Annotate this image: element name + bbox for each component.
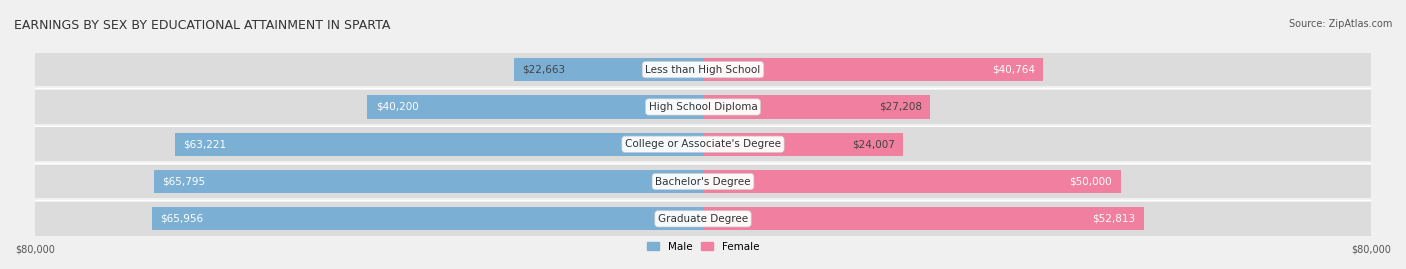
Bar [152,207,703,231]
Text: $22,663: $22,663 [522,65,565,75]
Text: $50,000: $50,000 [1070,176,1112,186]
Text: $65,795: $65,795 [162,176,205,186]
Text: $52,813: $52,813 [1092,214,1136,224]
Bar [35,202,703,236]
Bar [703,207,1144,231]
Bar [703,128,1371,161]
Bar [703,95,931,119]
Bar [703,165,1371,198]
Text: $40,200: $40,200 [375,102,419,112]
Bar [153,170,703,193]
Bar [176,133,703,156]
Text: Bachelor's Degree: Bachelor's Degree [655,176,751,186]
Bar [703,53,1371,86]
Text: $65,956: $65,956 [160,214,204,224]
Text: $27,208: $27,208 [879,102,922,112]
Bar [367,95,703,119]
Bar [703,58,1043,81]
Bar [703,202,1371,236]
Legend: Male, Female: Male, Female [647,242,759,252]
Text: $24,007: $24,007 [852,139,896,149]
Bar [35,165,703,198]
Text: Less than High School: Less than High School [645,65,761,75]
Text: Graduate Degree: Graduate Degree [658,214,748,224]
Bar [703,170,1121,193]
Bar [35,90,703,124]
Text: College or Associate's Degree: College or Associate's Degree [626,139,780,149]
Bar [703,90,1371,124]
Text: High School Diploma: High School Diploma [648,102,758,112]
Text: Source: ZipAtlas.com: Source: ZipAtlas.com [1288,19,1392,29]
Text: EARNINGS BY SEX BY EDUCATIONAL ATTAINMENT IN SPARTA: EARNINGS BY SEX BY EDUCATIONAL ATTAINMEN… [14,19,391,32]
Bar [513,58,703,81]
Bar [35,53,703,86]
Text: $63,221: $63,221 [183,139,226,149]
Bar [703,133,904,156]
Text: $40,764: $40,764 [993,65,1035,75]
Bar [35,128,703,161]
